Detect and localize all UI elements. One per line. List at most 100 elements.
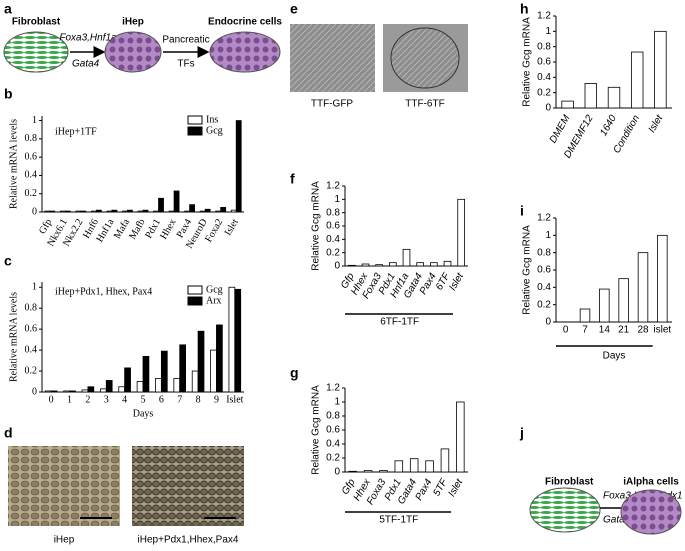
image-caption: iHep	[54, 535, 75, 546]
bar	[443, 260, 452, 267]
y-tick-label: 0.4	[25, 344, 38, 355]
image-caption: iHep+Pdx1,Hhex,Pax4	[138, 535, 239, 546]
node-label: Endocrine cells	[208, 17, 282, 28]
legend-label: Ins	[206, 114, 218, 125]
image-caption: TTF-6TF	[405, 99, 444, 110]
node-label: iAlpha cells	[623, 477, 679, 488]
chart: 0 0.2 0.4 0.6 0.8 1 0 1 2 3 4 5 6 7 8 9 Islet iHep+Pdx1, …	[8, 282, 244, 419]
y-tick-label: 1.2	[326, 181, 340, 192]
bar	[64, 210, 71, 213]
y-tick-label: 0	[334, 261, 340, 272]
x-tick-label: islet	[653, 325, 671, 336]
y-tick-label: 1	[545, 26, 551, 37]
y-tick-label: 1	[545, 230, 551, 241]
bar	[142, 355, 150, 393]
y-tick-label: 1.2	[537, 11, 551, 22]
x-tick-label: Islet	[446, 476, 465, 498]
bar	[607, 86, 621, 109]
x-tick-label: DMEM	[548, 113, 573, 146]
y-axis-label: Relative Gcg mRNA	[522, 225, 533, 315]
bar	[228, 286, 236, 393]
bar	[637, 252, 649, 323]
x-axis-label: Days	[603, 351, 626, 362]
bar	[95, 209, 102, 213]
bar	[44, 390, 52, 393]
bar	[220, 207, 227, 213]
bar	[618, 278, 629, 323]
bar	[118, 386, 126, 393]
y-tick-label: 0.8	[25, 133, 38, 144]
arrow-label: Gata4	[72, 59, 100, 70]
bar	[657, 234, 668, 323]
bar	[160, 350, 168, 393]
panel-label: g	[290, 365, 299, 381]
images-e: TTF-GFP TTF-6TF	[290, 24, 468, 110]
bar	[394, 460, 404, 473]
legend-label: Gcg	[206, 125, 223, 136]
node-label: iHep	[122, 17, 144, 28]
y-tick-label: 0.2	[25, 365, 38, 376]
y-tick-label: 0.8	[326, 207, 340, 218]
bar	[348, 470, 357, 473]
y-tick-label: 0.4	[537, 72, 551, 83]
y-tick-label: 0.8	[537, 247, 551, 258]
legend-label: Arx	[206, 295, 222, 306]
panel-label: j	[519, 425, 524, 441]
bar	[654, 30, 667, 109]
bar	[173, 190, 180, 213]
bar	[363, 470, 373, 473]
bar	[199, 210, 206, 213]
bar	[99, 388, 107, 393]
bar	[127, 209, 133, 213]
node-label: Fibroblast	[12, 17, 61, 28]
bar	[63, 390, 70, 393]
x-tick-label: Hhex	[158, 217, 178, 241]
x-tick-label: 9	[214, 394, 219, 405]
bar	[158, 197, 164, 213]
y-tick-label: 1	[334, 397, 340, 408]
y-tick-label: 0.8	[326, 411, 340, 422]
x-tick-label: 0	[49, 394, 54, 405]
bar	[44, 210, 51, 213]
bar	[430, 262, 438, 267]
y-tick-label: 1.2	[326, 383, 340, 394]
x-tick-label: 6	[159, 394, 164, 405]
bar	[416, 262, 424, 267]
legend-swatch	[187, 115, 203, 125]
bar	[561, 100, 574, 109]
y-tick-label: 0.2	[25, 188, 38, 199]
x-tick-label: 2	[85, 394, 90, 405]
y-axis-label: Relative Gcg mRNA	[522, 17, 533, 107]
y-tick-label: 0.6	[25, 323, 38, 334]
y-tick-label: 0.6	[326, 425, 340, 436]
bar	[50, 390, 58, 393]
panel-label: h	[520, 1, 529, 17]
bar	[75, 210, 82, 213]
x-tick-label: 14	[599, 325, 611, 336]
arrow-label: Foxa3,Hnf1a	[59, 33, 117, 44]
bar	[137, 210, 144, 213]
bar	[111, 209, 118, 213]
chart-title: iHep+1TF	[55, 126, 97, 137]
bar	[124, 367, 131, 393]
bar	[375, 264, 383, 267]
bar	[579, 308, 591, 323]
x-tick-label: Islet	[226, 394, 243, 405]
bar	[204, 208, 211, 213]
bar	[106, 210, 113, 213]
y-tick-label: 0	[545, 317, 551, 328]
bar	[153, 210, 159, 213]
bar	[348, 264, 356, 267]
x-tick-label: 0	[563, 325, 569, 336]
y-axis-label: Relative Gcg mRNA	[311, 181, 322, 271]
arrow-label: Pancreatic	[162, 35, 209, 46]
x-axis-label: Days	[133, 408, 154, 419]
bar	[87, 386, 95, 393]
bar	[142, 209, 149, 213]
y-tick-label: 0.4	[25, 170, 38, 181]
y-tick-label: 0.2	[326, 247, 340, 258]
panel-label: d	[4, 425, 13, 441]
legend-swatch	[187, 126, 203, 136]
